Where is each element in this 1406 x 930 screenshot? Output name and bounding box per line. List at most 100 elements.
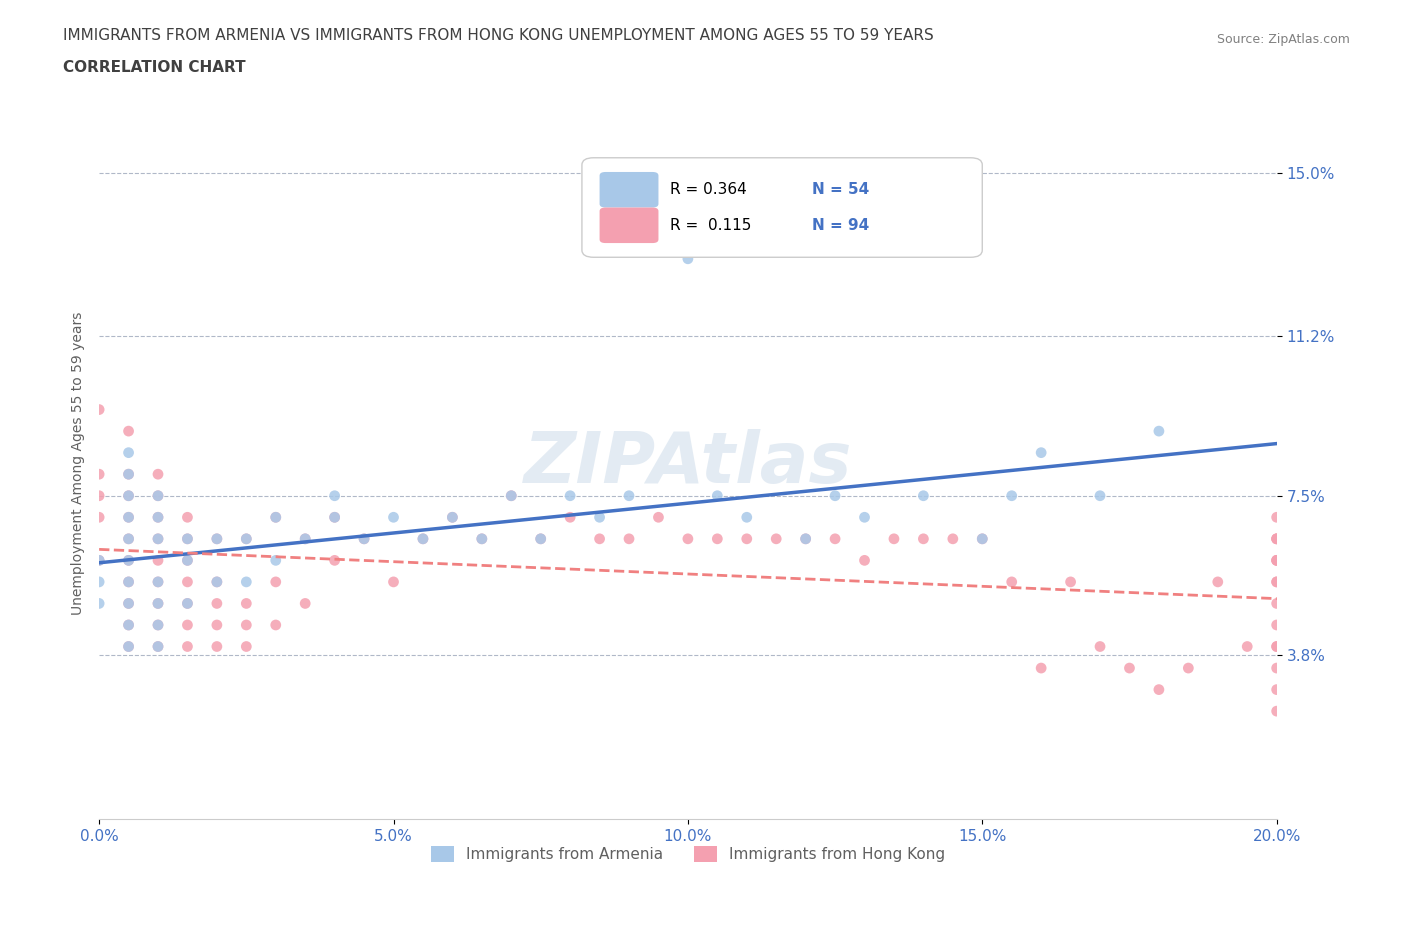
Point <box>146 467 169 482</box>
Point <box>89 596 111 611</box>
Point <box>264 510 287 525</box>
Point <box>382 510 405 525</box>
Point <box>146 488 169 503</box>
Point <box>1147 424 1170 439</box>
Point <box>146 618 169 632</box>
Point <box>205 596 228 611</box>
Point <box>1001 488 1024 503</box>
Point <box>117 445 139 460</box>
Point <box>1265 683 1288 698</box>
Point <box>471 531 494 546</box>
Point <box>294 531 316 546</box>
Point <box>765 531 787 546</box>
Point <box>176 510 198 525</box>
Point <box>146 639 169 654</box>
Point <box>264 553 287 568</box>
Point <box>588 531 610 546</box>
Point <box>89 402 111 417</box>
Point <box>1265 510 1288 525</box>
Point <box>294 531 316 546</box>
FancyBboxPatch shape <box>599 207 658 243</box>
Point <box>176 596 198 611</box>
Point <box>1265 618 1288 632</box>
Point <box>264 510 287 525</box>
Point <box>617 531 640 546</box>
Point <box>794 531 817 546</box>
Point <box>117 618 139 632</box>
Point <box>117 596 139 611</box>
Point <box>471 531 494 546</box>
Point <box>235 531 257 546</box>
Point <box>117 531 139 546</box>
Point <box>146 510 169 525</box>
Point <box>942 531 965 546</box>
Point <box>617 488 640 503</box>
Point <box>146 596 169 611</box>
Point <box>382 575 405 590</box>
Point <box>530 531 553 546</box>
Point <box>205 639 228 654</box>
Point <box>264 618 287 632</box>
Point <box>1206 575 1229 590</box>
Point <box>912 531 935 546</box>
Point <box>353 531 375 546</box>
Point <box>146 510 169 525</box>
Point <box>501 488 523 503</box>
Point <box>89 553 111 568</box>
Point <box>323 553 346 568</box>
Point <box>294 596 316 611</box>
Point <box>117 467 139 482</box>
Point <box>117 488 139 503</box>
Point <box>235 639 257 654</box>
Point <box>146 575 169 590</box>
Point <box>176 618 198 632</box>
Point <box>323 510 346 525</box>
Point <box>117 639 139 654</box>
Point <box>146 531 169 546</box>
Text: IMMIGRANTS FROM ARMENIA VS IMMIGRANTS FROM HONG KONG UNEMPLOYMENT AMONG AGES 55 : IMMIGRANTS FROM ARMENIA VS IMMIGRANTS FR… <box>63 28 934 43</box>
Point <box>353 531 375 546</box>
Point <box>1265 531 1288 546</box>
Point <box>883 531 905 546</box>
Point <box>117 553 139 568</box>
Point <box>676 531 699 546</box>
Point <box>1031 445 1053 460</box>
Point <box>1265 596 1288 611</box>
Point <box>1265 660 1288 675</box>
Point <box>89 510 111 525</box>
Point <box>588 510 610 525</box>
Point <box>1265 531 1288 546</box>
Point <box>560 510 582 525</box>
Point <box>176 575 198 590</box>
Point <box>1088 488 1111 503</box>
Point <box>146 488 169 503</box>
Point <box>117 553 139 568</box>
Point <box>1265 575 1288 590</box>
FancyBboxPatch shape <box>582 158 983 258</box>
Point <box>912 488 935 503</box>
Point <box>117 618 139 632</box>
Y-axis label: Unemployment Among Ages 55 to 59 years: Unemployment Among Ages 55 to 59 years <box>72 312 86 615</box>
Point <box>853 510 876 525</box>
Point <box>1265 531 1288 546</box>
Point <box>1265 553 1288 568</box>
Point <box>676 251 699 266</box>
Point <box>1031 660 1053 675</box>
Point <box>205 531 228 546</box>
Point <box>176 596 198 611</box>
Point <box>146 639 169 654</box>
Point <box>706 488 728 503</box>
Point <box>117 510 139 525</box>
Point <box>794 531 817 546</box>
Point <box>1265 575 1288 590</box>
Point <box>1118 660 1140 675</box>
Point <box>89 553 111 568</box>
Point <box>117 575 139 590</box>
Point <box>146 531 169 546</box>
Point <box>1001 575 1024 590</box>
Point <box>117 531 139 546</box>
Point <box>205 618 228 632</box>
Point <box>323 488 346 503</box>
Point <box>205 575 228 590</box>
Text: N = 94: N = 94 <box>811 218 869 232</box>
